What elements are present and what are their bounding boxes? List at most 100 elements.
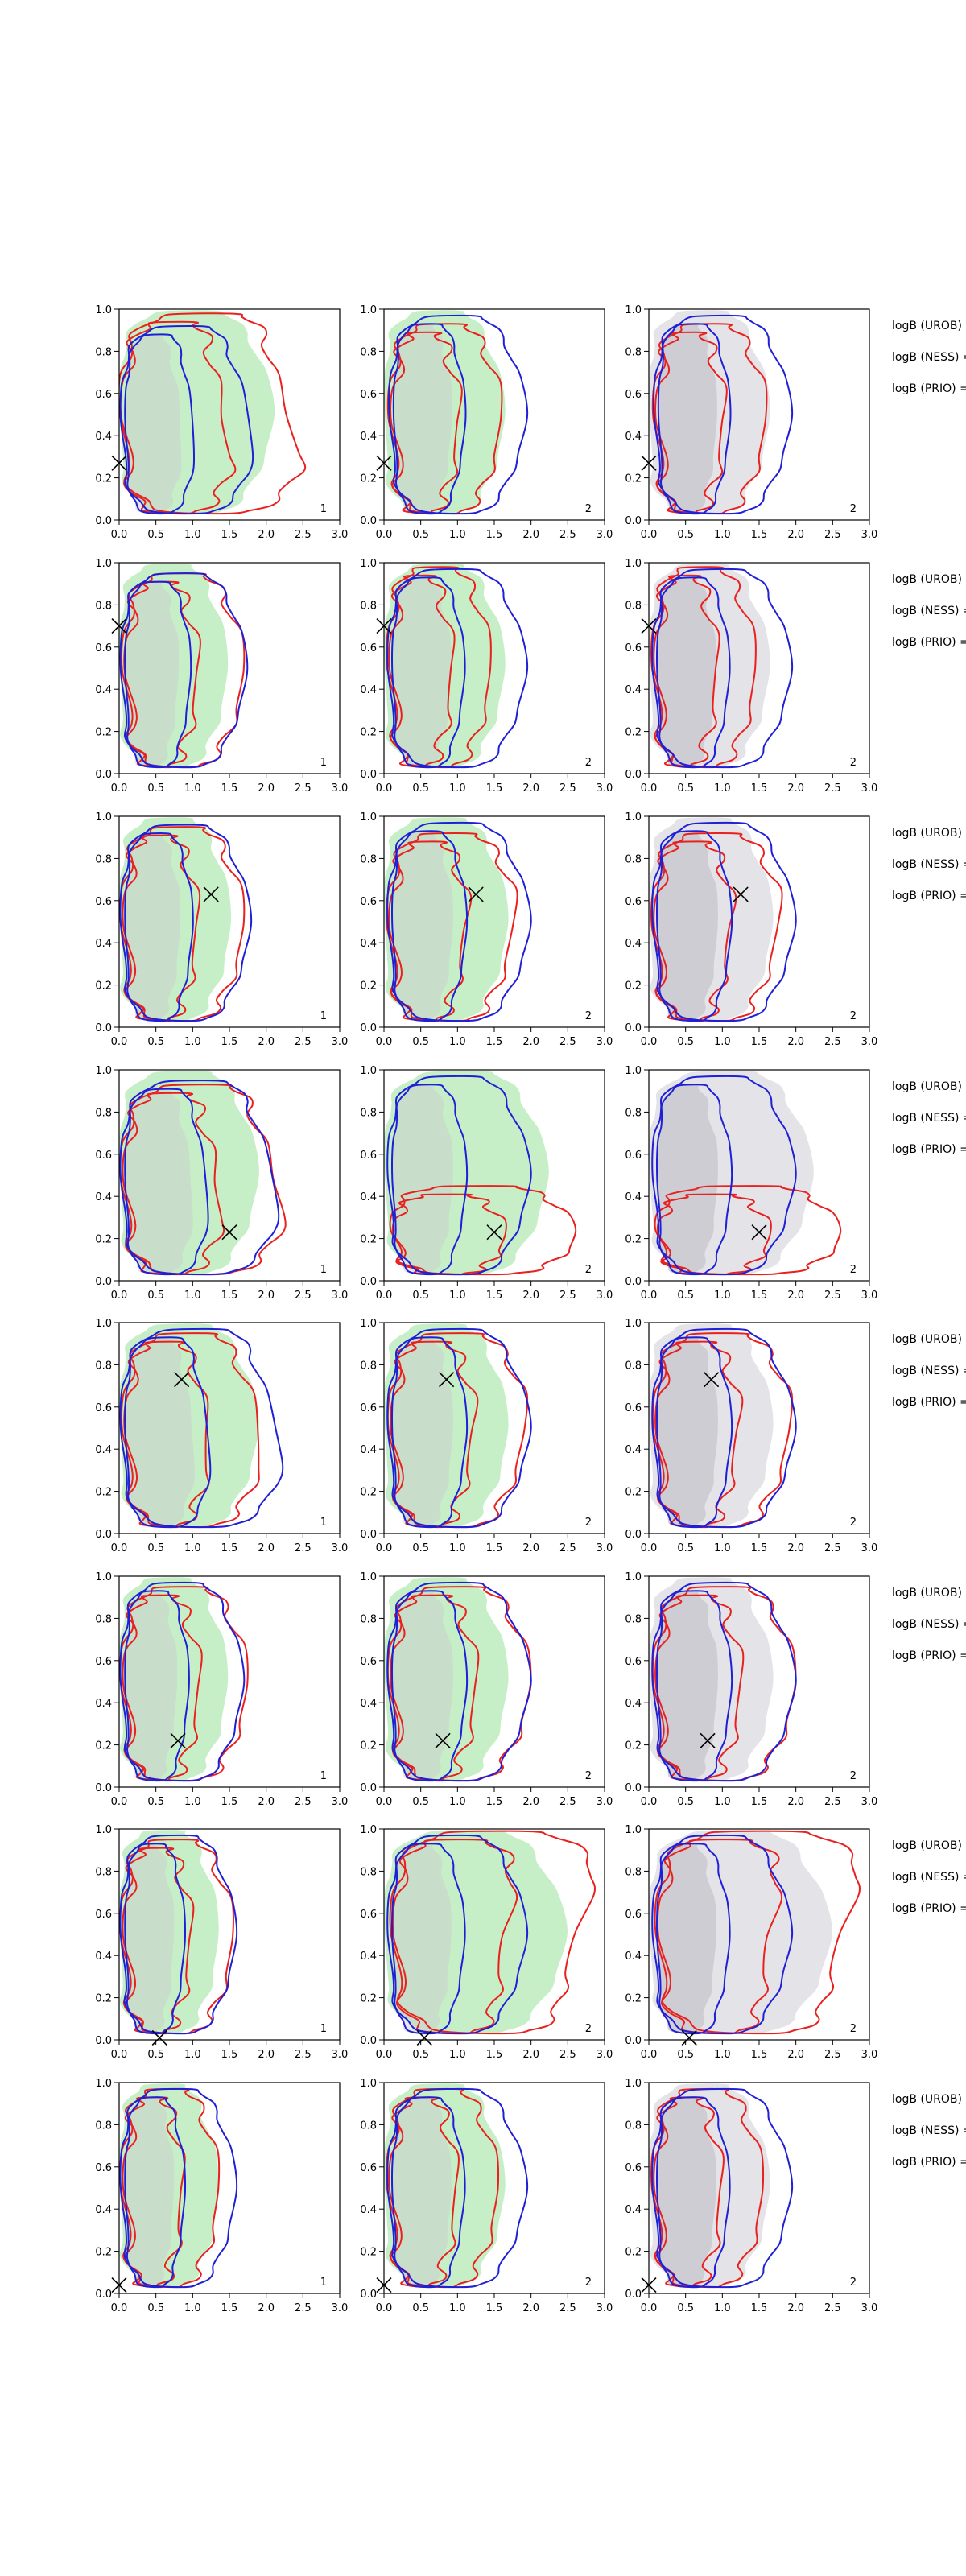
x-tick-label: 0.5 — [412, 2302, 429, 2314]
x-tick-label: 0.5 — [412, 1036, 429, 1048]
x-tick-label: 2.5 — [559, 1036, 576, 1048]
panel-tag: 2 — [850, 503, 857, 515]
y-tick-label: 0.4 — [95, 1951, 112, 1963]
x-tick-label: 0.5 — [147, 2049, 164, 2061]
bayes-factor-labels: logB (UROB) = logB (NESS) = logB (PRIO) = — [892, 1839, 966, 1915]
density-fill-inner — [656, 1843, 716, 2034]
x-tick-label: 1.0 — [714, 782, 731, 795]
x-tick-label: 2.0 — [258, 2302, 275, 2314]
x-tick-label: 0.5 — [412, 1796, 429, 1808]
density-fill-inner — [656, 1084, 718, 1275]
x-tick-label: 2.5 — [824, 529, 841, 541]
panel-r3-c2: 0.0 0.5 1.0 1.5 2.0 2.5 3.0 0.0 0.2 0.4 0.6 0.8 1.0 2 — [360, 811, 613, 1048]
density-fill-inner — [391, 2097, 452, 2288]
y-tick-label: 0.2 — [360, 980, 377, 993]
panel-r8-c1: 0.0 0.5 1.0 1.5 2.0 2.5 3.0 0.0 0.2 0.4 0.6 0.8 1.0 1 — [95, 2078, 348, 2314]
x-tick-label: 1.5 — [221, 1290, 238, 1302]
y-tick-label: 0.4 — [360, 431, 377, 443]
x-tick-label: 2.5 — [295, 1290, 312, 1302]
y-tick-label: 0.0 — [625, 1276, 642, 1288]
y-tick-label: 1.0 — [625, 2078, 642, 2090]
blue-contour-inner — [656, 830, 733, 1022]
density-fill-inner — [391, 1337, 453, 1528]
y-tick-label: 0.4 — [625, 684, 642, 696]
density-fill-inner — [656, 831, 718, 1022]
y-tick-label: 0.8 — [360, 2120, 377, 2132]
density-fill-inner — [656, 1337, 718, 1528]
y-tick-label: 0.0 — [360, 2035, 377, 2047]
y-tick-label: 0.4 — [360, 1444, 377, 1456]
x-tick-label: 1.5 — [486, 1542, 503, 1554]
y-tick-label: 0.0 — [95, 769, 112, 781]
density-fill-inner — [124, 1088, 193, 1275]
bayes-factor-label: logB (NESS) = — [892, 1112, 966, 1125]
blue-contour-outer — [119, 324, 254, 515]
y-tick-label: 0.0 — [95, 1529, 112, 1541]
bayes-factor-label: logB (NESS) = — [892, 351, 966, 364]
bayes-factor-label: logB (NESS) = — [892, 605, 966, 617]
x-tick-label: 2.5 — [559, 2302, 576, 2314]
y-tick-label: 1.0 — [360, 558, 377, 570]
blue-contour-outer — [651, 821, 797, 1022]
y-tick-label: 0.8 — [360, 1613, 377, 1625]
y-tick-label: 0.8 — [95, 853, 112, 865]
y-tick-label: 0.4 — [625, 1444, 642, 1456]
x-tick-label: 1.0 — [449, 529, 466, 541]
x-tick-label: 0.0 — [641, 2302, 658, 2314]
y-tick-label: 0.2 — [360, 727, 377, 739]
x-tick-label: 1.0 — [449, 2302, 466, 2314]
panel-tag: 1 — [320, 1770, 327, 1782]
x-tick-label: 3.0 — [332, 1290, 349, 1302]
x-tick-label: 0.0 — [641, 529, 658, 541]
y-tick-label: 0.2 — [95, 2247, 112, 2259]
panel-tag: 2 — [850, 1264, 857, 1276]
x-tick-label: 1.0 — [714, 1796, 731, 1808]
x-tick-label: 3.0 — [597, 1542, 613, 1554]
y-tick-label: 0.4 — [95, 684, 112, 696]
x-tick-label: 2.5 — [295, 782, 312, 795]
x-tick-label: 0.0 — [641, 1036, 658, 1048]
red-contour-inner — [388, 574, 456, 769]
density-fill-inner — [124, 833, 181, 1022]
y-tick-label: 1.0 — [95, 1824, 112, 1836]
panel-r5-c1: 0.0 0.5 1.0 1.5 2.0 2.5 3.0 0.0 0.2 0.4 0.6 0.8 1.0 1 — [95, 1318, 348, 1554]
panel-tag: 2 — [850, 2023, 857, 2035]
bayes-factor-labels: logB (UROB) = logB (NESS) = logB (PRIO) = — [892, 1080, 966, 1156]
blue-contour-inner — [656, 1843, 731, 2035]
true-value-marker — [435, 1732, 451, 1748]
blue-contour-inner — [656, 1084, 733, 1276]
true-value-marker — [416, 2029, 432, 2046]
bayes-factor-label: logB (PRIO) = — [892, 382, 966, 395]
x-tick-label: 1.0 — [449, 1796, 466, 1808]
x-tick-label: 2.0 — [787, 782, 804, 795]
blue-contour-inner — [124, 1336, 212, 1529]
bayes-factor-labels: logB (UROB) = logB (NESS) = logB (PRIO) = — [892, 573, 966, 649]
y-tick-label: 0.8 — [95, 2120, 112, 2132]
density-fill-inner — [391, 1843, 452, 2034]
x-tick-label: 3.0 — [861, 1542, 878, 1554]
x-tick-label: 1.5 — [221, 529, 238, 541]
blue-contour-inner — [391, 1084, 469, 1276]
y-tick-label: 0.0 — [360, 2289, 377, 2301]
y-tick-label: 0.6 — [95, 1909, 112, 1921]
x-tick-label: 0.0 — [376, 1542, 393, 1554]
x-tick-label: 1.5 — [751, 2302, 768, 2314]
density-fill-outer — [119, 1071, 259, 1275]
blue-contour-inner — [657, 323, 732, 515]
blue-contour-outer — [651, 1327, 797, 1529]
y-tick-label: 0.4 — [625, 1191, 642, 1203]
y-tick-label: 0.4 — [625, 431, 642, 443]
bayes-factor-label: logB (NESS) = — [892, 1618, 966, 1631]
x-tick-label: 0.0 — [376, 782, 393, 795]
red-contour-inner — [656, 1839, 783, 2035]
y-tick-label: 0.8 — [360, 600, 377, 612]
y-tick-label: 0.6 — [95, 1402, 112, 1414]
blue-contour-inner — [124, 580, 192, 769]
y-tick-label: 0.2 — [625, 2247, 642, 2259]
x-tick-label: 2.0 — [787, 1290, 804, 1302]
x-tick-label: 0.0 — [376, 2049, 393, 2061]
x-tick-label: 3.0 — [597, 1796, 613, 1808]
y-tick-label: 1.0 — [360, 304, 377, 316]
x-tick-label: 0.5 — [147, 529, 164, 541]
y-tick-label: 1.0 — [360, 1571, 377, 1583]
